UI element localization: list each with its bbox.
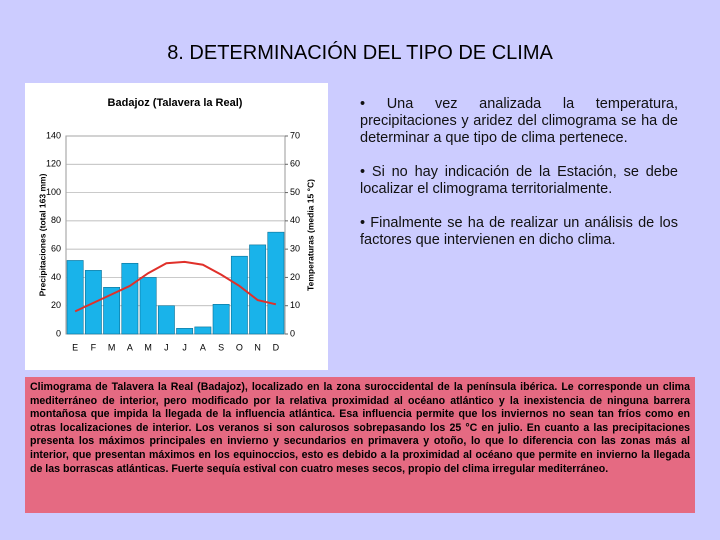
y2-axis-label: Temperaturas (media 15 °C)	[305, 179, 315, 291]
bar	[230, 255, 248, 335]
y-axis-label: Precipitaciones (total 163 mm)	[37, 173, 47, 296]
slide-title: 8. DETERMINACIÓN DEL TIPO DE CLIMA	[167, 42, 553, 64]
y2-tick-label: 10	[290, 300, 300, 310]
bar	[121, 262, 139, 335]
bullet: • Finalmente se ha de realizar un anális…	[360, 215, 678, 248]
y-tick-label: 20	[51, 300, 61, 310]
x-tick-label: A	[200, 342, 206, 352]
bar	[194, 326, 212, 335]
x-tick-label: O	[236, 342, 243, 352]
bar	[103, 287, 121, 335]
y-tick-label: 100	[46, 187, 61, 197]
y-tick-label: 0	[56, 328, 61, 338]
y-tick-label: 120	[46, 159, 61, 169]
y-tick-label: 80	[51, 215, 61, 225]
y2-tick-label: 50	[290, 187, 300, 197]
y2-tick-label: 60	[290, 159, 300, 169]
y2-tick-label: 0	[290, 328, 295, 338]
y-tick-label: 40	[51, 272, 61, 282]
x-tick-label: D	[273, 342, 280, 352]
y-tick-label: 140	[46, 130, 61, 140]
y2-tick-label: 20	[290, 272, 300, 282]
chart-box: Badajoz (Talavera la Real) Precipitacion…	[25, 83, 328, 370]
temperature-line	[74, 260, 277, 313]
plot-area	[65, 135, 286, 335]
x-tick-label: M	[108, 342, 116, 352]
bar	[139, 277, 157, 335]
y2-tick-label: 70	[290, 130, 300, 140]
x-tick-label: S	[218, 342, 224, 352]
y2-tick-label: 30	[290, 244, 300, 254]
chart-title: Badajoz (Talavera la Real)	[108, 97, 243, 109]
x-tick-label: F	[91, 342, 97, 352]
y-tick-label: 60	[51, 244, 61, 254]
bar	[212, 304, 230, 335]
x-tick-label: J	[182, 342, 187, 352]
x-tick-label: N	[254, 342, 261, 352]
bar	[267, 231, 285, 335]
x-tick-label: J	[164, 342, 169, 352]
bar	[66, 260, 84, 335]
chart: Badajoz (Talavera la Real) Precipitacion…	[37, 97, 315, 352]
caption: Climograma de Talavera la Real (Badajoz)…	[25, 377, 695, 513]
bar	[176, 328, 194, 335]
bullet: • Una vez analizada la temperatura, prec…	[360, 96, 678, 146]
bar	[249, 244, 267, 335]
bullet-list: • Una vez analizada la temperatura, prec…	[360, 96, 678, 266]
bullet: • Si no hay indicación de la Estación, s…	[360, 164, 678, 197]
x-tick-label: E	[72, 342, 78, 352]
bar	[157, 305, 175, 335]
x-tick-label: A	[127, 342, 133, 352]
y2-tick-label: 40	[290, 215, 300, 225]
x-tick-label: M	[144, 342, 152, 352]
